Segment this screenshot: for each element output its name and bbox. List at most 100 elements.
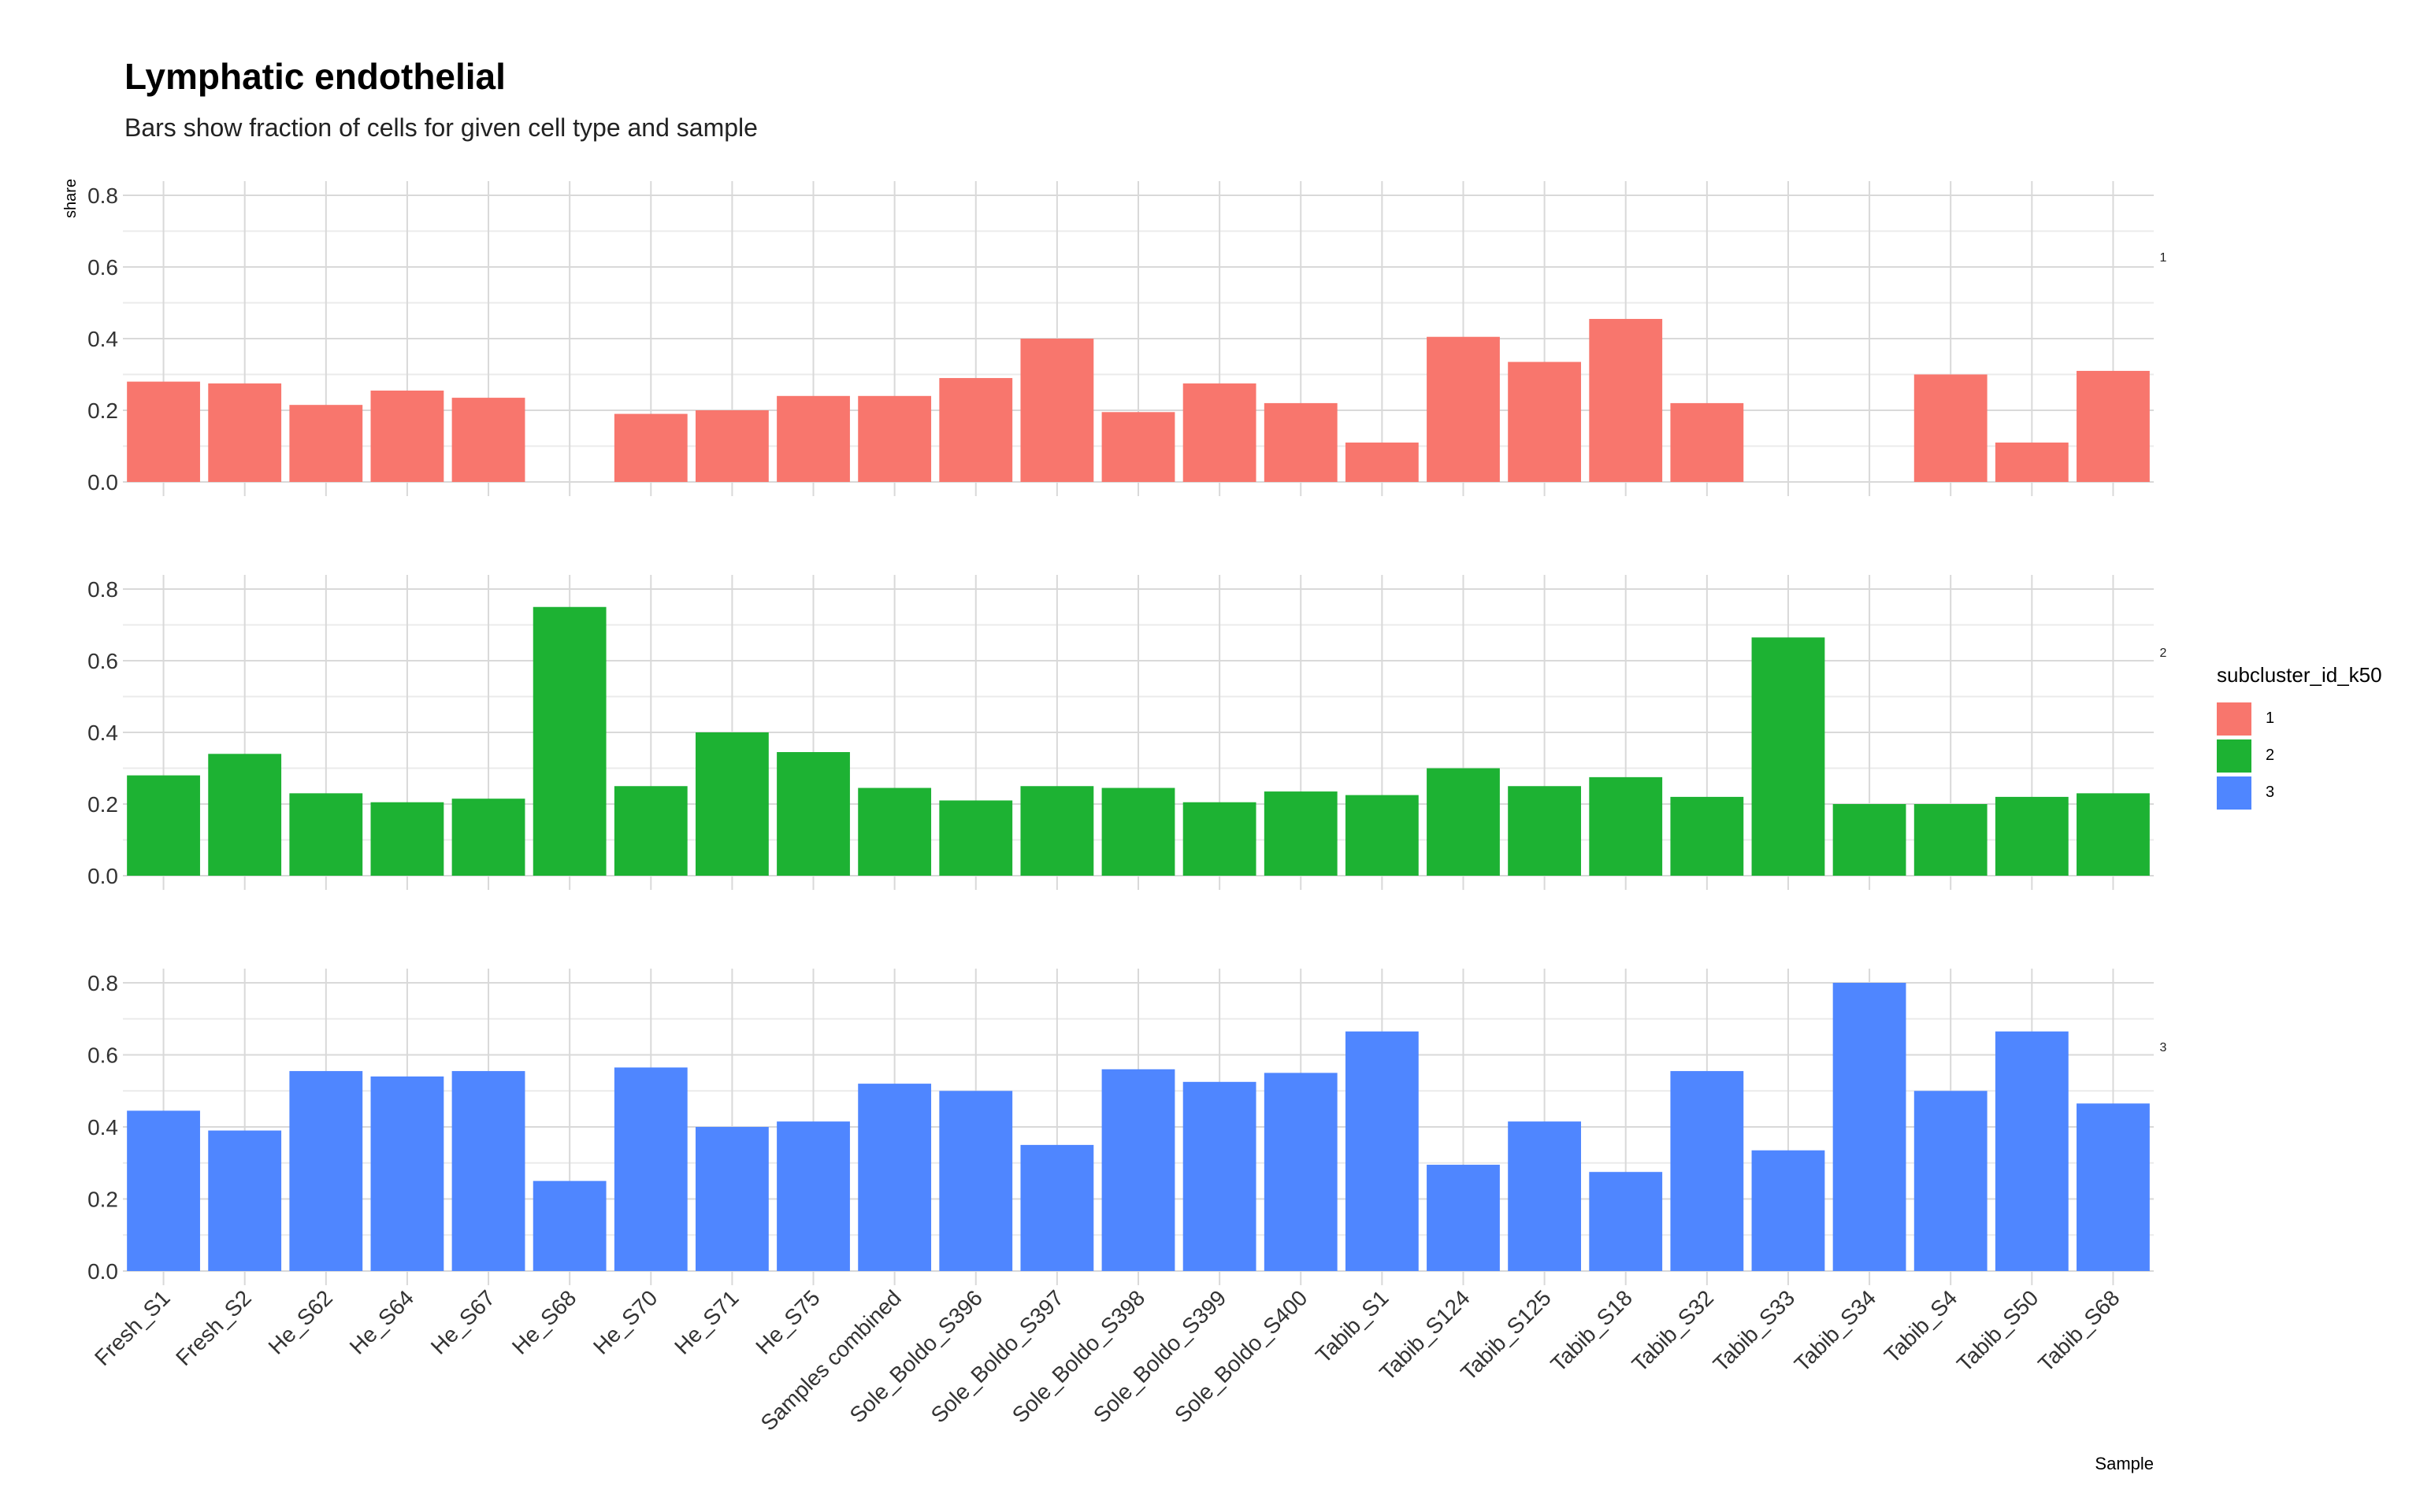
bar-1-He_S62 — [289, 405, 363, 482]
legend-item: 3 — [2217, 774, 2382, 811]
bar-3-Tabib_S4 — [1913, 1091, 1988, 1271]
facet-label: 3 — [2160, 1041, 2167, 1054]
chart-title: Lymphatic endothelial — [124, 56, 506, 97]
x-tick-label: Tabib_S32 — [1628, 1285, 1719, 1377]
bar-2-Tabib_S34 — [1832, 804, 1906, 876]
bar-2-Tabib_S32 — [1670, 796, 1744, 876]
y-tick-label: 0.2 — [87, 398, 118, 423]
bar-1-Tabib_S124 — [1427, 336, 1500, 482]
bar-3-Tabib_S68 — [2077, 1103, 2150, 1271]
legend-label: 2 — [2266, 747, 2275, 764]
x-tick-label: Tabib_S34 — [1790, 1285, 1881, 1377]
bar-2-Tabib_S4 — [1913, 804, 1988, 876]
x-tick-label: Fresh_S2 — [171, 1285, 256, 1370]
x-tick-label: He_S70 — [588, 1285, 662, 1358]
legend-swatch — [2217, 739, 2251, 773]
bar-3-Sole_Boldo_S397 — [1020, 1144, 1094, 1271]
x-tick-label: He_S67 — [426, 1285, 499, 1358]
bar-2-He_S64 — [370, 802, 444, 876]
x-tick-label: He_S64 — [345, 1285, 418, 1358]
bar-3-He_S67 — [451, 1071, 525, 1271]
bar-2-Sole_Boldo_S397 — [1020, 786, 1094, 876]
y-tick-label: 0.0 — [87, 470, 118, 495]
bar-3-He_S62 — [289, 1071, 363, 1271]
bar-3-Sole_Boldo_S398 — [1101, 1069, 1175, 1271]
bar-1-Tabib_S68 — [2077, 370, 2150, 482]
legend-swatch — [2217, 776, 2251, 810]
bar-3-He_S64 — [370, 1076, 444, 1271]
bar-2-Samples-combined — [858, 788, 932, 876]
bar-2-Sole_Boldo_S398 — [1101, 788, 1175, 876]
x-tick-label: He_S68 — [507, 1285, 581, 1358]
bar-1-Sole_Boldo_S396 — [939, 378, 1013, 482]
x-tick-label: Tabib_S18 — [1546, 1285, 1637, 1377]
y-tick-label: 0.2 — [87, 1188, 118, 1212]
chart-subtitle: Bars show fraction of cells for given ce… — [124, 113, 758, 142]
bar-1-Sole_Boldo_S398 — [1101, 412, 1175, 482]
y-tick-label: 0.2 — [87, 792, 118, 817]
x-tick-label: Fresh_S1 — [90, 1285, 175, 1370]
x-tick-label: Tabib_S1 — [1311, 1285, 1393, 1367]
y-tick-label: 0.4 — [87, 721, 118, 745]
bar-2-Tabib_S1 — [1345, 795, 1419, 876]
facet-label: 1 — [2160, 251, 2167, 265]
bar-2-He_S71 — [695, 732, 769, 876]
bar-2-Sole_Boldo_S399 — [1182, 802, 1256, 876]
bar-3-Tabib_S34 — [1832, 983, 1906, 1271]
bar-3-Tabib_S125 — [1508, 1121, 1582, 1271]
bar-3-He_S75 — [777, 1121, 850, 1271]
bar-1-Tabib_S50 — [1995, 442, 2069, 482]
bar-1-Tabib_S18 — [1589, 318, 1663, 482]
bar-3-Sole_Boldo_S400 — [1264, 1073, 1338, 1271]
bar-2-He_S75 — [777, 752, 850, 876]
bar-1-Tabib_S32 — [1670, 402, 1744, 482]
x-tick-label: Tabib_S33 — [1709, 1285, 1800, 1377]
bar-3-Tabib_S124 — [1427, 1165, 1500, 1271]
bar-2-Tabib_S18 — [1589, 776, 1663, 876]
y-tick-label: 0.0 — [87, 864, 118, 888]
bar-3-Tabib_S33 — [1751, 1150, 1825, 1271]
bar-1-Samples-combined — [858, 395, 932, 482]
bar-1-Sole_Boldo_S397 — [1020, 339, 1094, 482]
y-tick-label: 0.8 — [87, 577, 118, 602]
bar-3-Tabib_S32 — [1670, 1071, 1744, 1271]
x-axis-label: Sample — [2095, 1454, 2154, 1473]
bar-1-He_S67 — [451, 398, 525, 482]
y-tick-label: 0.6 — [87, 1043, 118, 1068]
legend: subcluster_id_k50 1 2 3 — [2217, 663, 2382, 811]
legend-label: 3 — [2266, 784, 2275, 801]
bar-2-Tabib_S124 — [1427, 768, 1500, 876]
bar-2-Tabib_S33 — [1751, 637, 1825, 876]
bar-3-Sole_Boldo_S396 — [939, 1091, 1013, 1271]
bar-2-Tabib_S50 — [1995, 796, 2069, 876]
y-tick-label: 0.6 — [87, 649, 118, 673]
legend-item: 1 — [2217, 700, 2382, 737]
bar-2-Fresh_S2 — [208, 754, 282, 876]
x-tick-label: He_S71 — [670, 1285, 743, 1358]
legend-label: 1 — [2266, 710, 2275, 727]
x-tick-label: He_S75 — [751, 1285, 824, 1358]
facet-label: 2 — [2160, 647, 2167, 660]
x-tick-label: Samples combined — [756, 1285, 906, 1435]
bar-1-Sole_Boldo_S400 — [1264, 402, 1338, 482]
bar-3-Fresh_S2 — [208, 1130, 282, 1271]
bar-1-He_S70 — [614, 413, 688, 482]
bar-1-Sole_Boldo_S399 — [1182, 383, 1256, 482]
bar-2-He_S68 — [533, 606, 607, 876]
bar-2-Tabib_S68 — [2077, 793, 2150, 876]
legend-items: 1 2 3 — [2217, 700, 2382, 811]
bar-1-He_S71 — [695, 410, 769, 482]
x-tick-label: Tabib_S4 — [1880, 1285, 1962, 1367]
bar-3-Samples-combined — [858, 1084, 932, 1271]
x-tick-label: Tabib_S68 — [2033, 1285, 2125, 1377]
bar-3-Tabib_S1 — [1345, 1031, 1419, 1271]
bar-3-Tabib_S50 — [1995, 1031, 2069, 1271]
bar-2-He_S67 — [451, 799, 525, 876]
bar-3-He_S71 — [695, 1127, 769, 1271]
bar-2-He_S70 — [614, 786, 688, 876]
bar-2-Sole_Boldo_S396 — [939, 800, 1013, 876]
bar-1-Fresh_S2 — [208, 383, 282, 482]
bar-1-Fresh_S1 — [127, 381, 200, 482]
legend-title: subcluster_id_k50 — [2217, 663, 2382, 687]
